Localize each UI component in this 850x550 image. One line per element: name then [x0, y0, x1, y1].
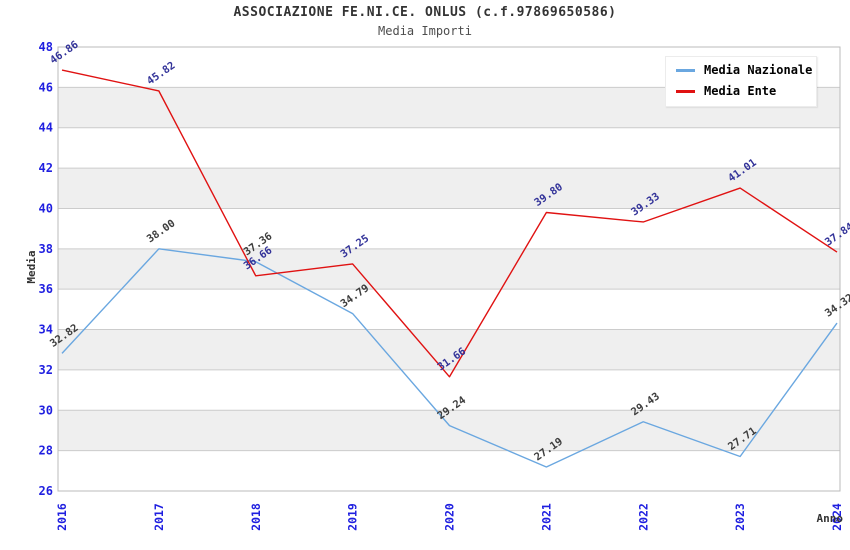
y-axis-title: Media: [25, 250, 38, 284]
y-tick-label: 44: [39, 121, 53, 135]
x-tick-label: 2022: [636, 503, 650, 531]
x-tick-label: 2023: [733, 503, 747, 531]
data-label: 34.32: [823, 292, 850, 320]
y-tick-label: 36: [39, 282, 53, 296]
data-label: 45.82: [145, 60, 178, 88]
legend-item-media-nazionale: Media Nazionale: [676, 63, 812, 77]
x-tick-label: 2019: [346, 503, 360, 531]
plot-band: [58, 329, 840, 370]
x-tick-label: 2024: [830, 503, 844, 531]
x-tick-label: 2021: [539, 503, 553, 531]
data-label: 38.00: [145, 217, 178, 245]
legend-label: Media Ente: [704, 84, 777, 98]
y-tick-label: 28: [39, 444, 53, 458]
plot-band: [58, 248, 840, 290]
x-tick-label: 2018: [249, 503, 263, 531]
plot-border: [57, 46, 841, 492]
legend-item-media-ente: Media Ente: [676, 84, 808, 98]
chart-legend: Media Nazionale Media Ente: [665, 56, 817, 107]
x-axis-title: Anno: [816, 512, 844, 525]
chart-subtitle: Media Importi: [378, 24, 472, 38]
plot-band: [58, 168, 840, 209]
y-tick-label: 26: [39, 484, 53, 498]
y-tick-label: 46: [39, 80, 53, 94]
media-nazionale-line-swatch-icon: [676, 68, 695, 72]
plot-band: [58, 410, 840, 451]
data-label: 37.84: [823, 221, 850, 249]
x-tick-label: 2016: [55, 503, 69, 531]
series-line-media-nazionale: [61, 248, 838, 468]
x-tick-label: 2020: [443, 503, 457, 531]
y-tick-label: 38: [39, 242, 53, 256]
y-tick-label: 40: [39, 201, 53, 215]
series-line-media-ente: [61, 69, 838, 378]
y-tick-label: 42: [39, 161, 53, 175]
y-tick-label: 48: [39, 40, 53, 54]
media-ente-line-swatch-icon: [676, 89, 695, 93]
y-tick-label: 34: [39, 323, 53, 337]
legend-label: Media Nazionale: [704, 63, 813, 77]
chart-title: ASSOCIAZIONE FE.NI.CE. ONLUS (c.f.978696…: [233, 5, 617, 20]
y-tick-label: 32: [39, 363, 53, 377]
x-tick-label: 2017: [152, 503, 166, 531]
y-tick-label: 30: [39, 403, 53, 417]
